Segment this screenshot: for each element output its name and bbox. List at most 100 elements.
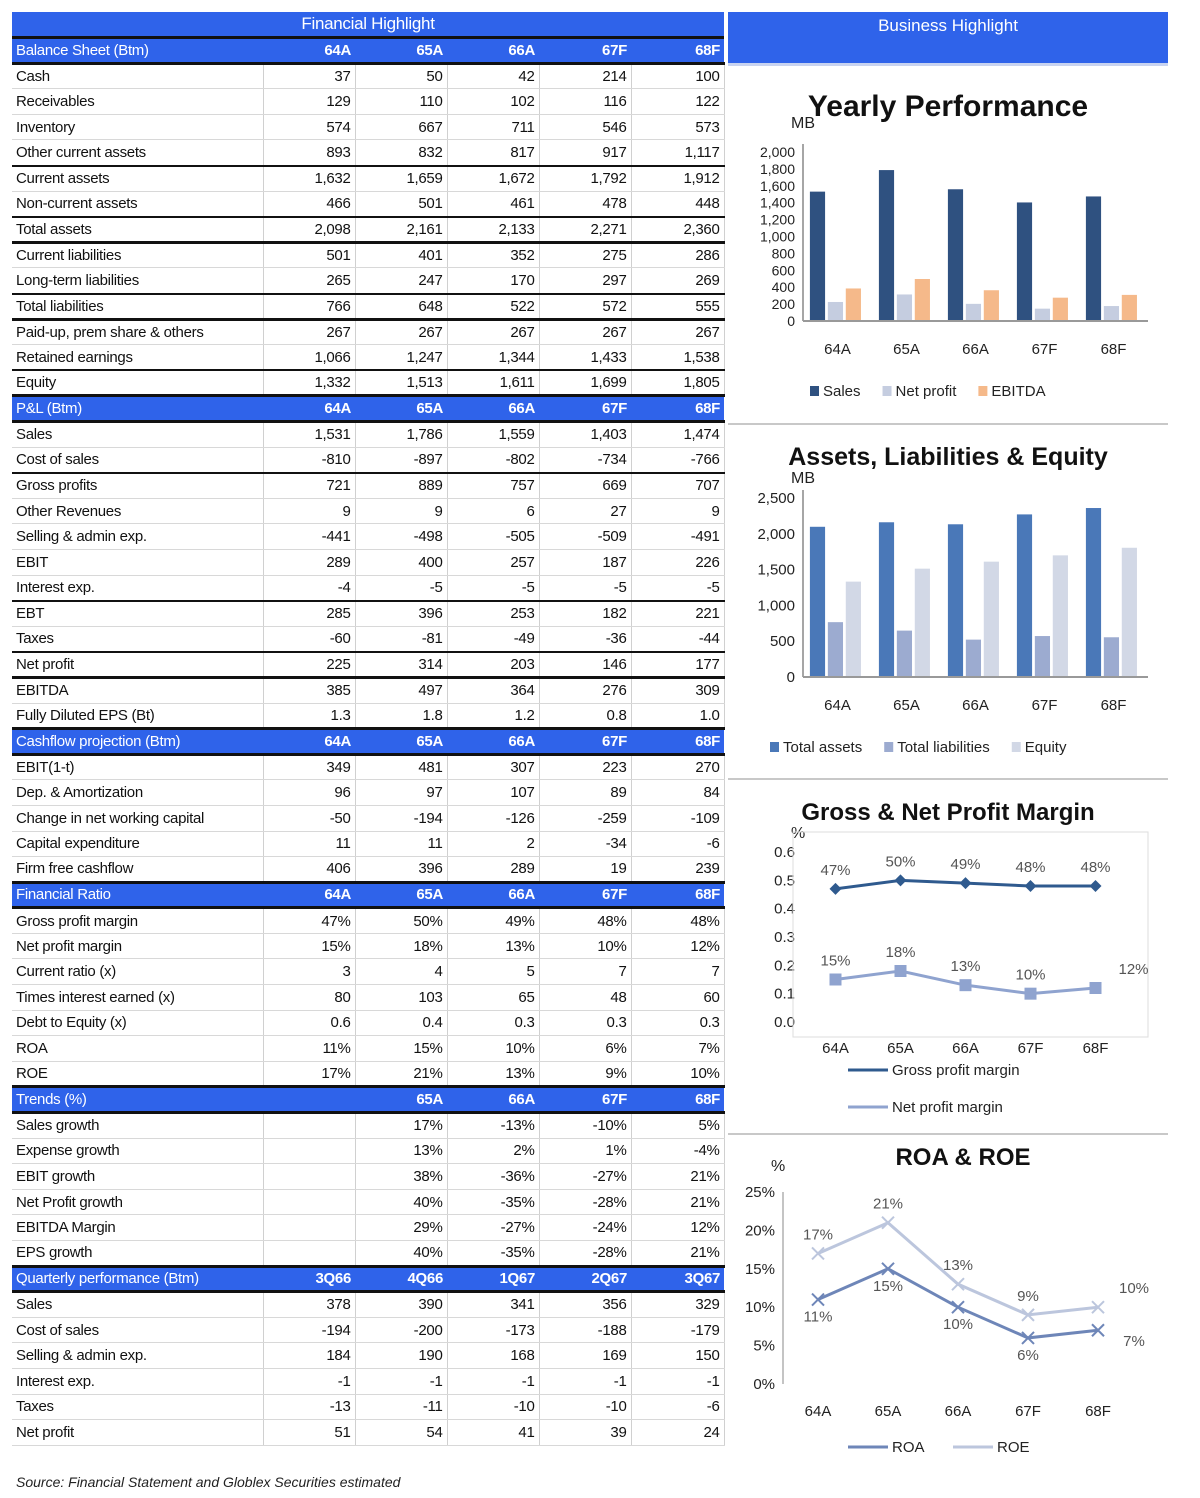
yearly-performance-chart: Yearly Performance MB 0 200 400 600 800 1,000 1,… <box>728 70 1168 425</box>
cell-value: 721 <box>263 472 356 499</box>
y-tick-label: 1,500 <box>757 562 795 579</box>
data-label: 17% <box>803 1226 833 1243</box>
data-label: 7% <box>1123 1333 1145 1350</box>
column-header: 64A <box>263 395 355 423</box>
cell-value: 1,433 <box>539 344 632 372</box>
cell-value: 396 <box>355 600 448 627</box>
legend-label: ROA <box>892 1439 925 1456</box>
table-row: Selling & admin exp. -441 -498 -505 -509 -491 <box>12 523 725 550</box>
x-tick-label: 67F <box>1018 1040 1044 1057</box>
bar-total-liabilities <box>965 639 982 677</box>
row-label: Cash <box>12 63 264 90</box>
cell-value: 501 <box>355 191 448 218</box>
plot-area <box>792 831 1149 1038</box>
cell-value: 1,344 <box>447 344 540 372</box>
cell-value: 1.8 <box>355 703 448 731</box>
cell-value: 203 <box>447 651 540 679</box>
row-label: Gross profit margin <box>12 907 264 934</box>
cell-value: -60 <box>263 626 356 653</box>
cell-value: 21% <box>631 1189 725 1216</box>
cell-value: 21% <box>631 1163 725 1190</box>
x-tick-label: 65A <box>893 697 920 714</box>
table-title: Financial Highlight <box>12 12 725 40</box>
column-header: 65A <box>355 37 447 65</box>
column-header: 67F <box>539 728 631 756</box>
cell-value: 276 <box>539 677 632 704</box>
cell-value: 17% <box>263 1061 356 1089</box>
cell-value: 15% <box>355 1035 448 1062</box>
source-note: Source: Financial Statement and Globlex … <box>16 1474 401 1490</box>
x-tick-label: 68F <box>1085 1403 1111 1420</box>
column-header: 65A <box>355 1086 447 1115</box>
y-tick-label: 0.1 <box>774 986 795 1003</box>
row-label: Gross profits <box>12 472 264 499</box>
cell-value: 10% <box>539 933 632 960</box>
cell-value: 13% <box>447 1061 540 1089</box>
y-tick-label: 1,800 <box>760 161 795 177</box>
legend-swatch <box>770 742 779 752</box>
cell-value: 0.3 <box>539 1010 632 1037</box>
bar-total-assets <box>809 526 826 677</box>
data-point <box>1091 1323 1105 1337</box>
y-tick-label: 1,400 <box>760 195 795 211</box>
data-point <box>951 1277 965 1291</box>
data-point <box>894 874 907 887</box>
y-axis-unit: MB <box>791 115 815 132</box>
cell-value: 573 <box>631 114 725 141</box>
cell-value: 1,559 <box>447 421 540 448</box>
bar-total-assets <box>1016 514 1033 677</box>
table-row: Net profit margin 15% 18% 13% 10% 12% <box>12 933 725 960</box>
cell-value <box>263 1214 356 1241</box>
y-tick-label: 1,000 <box>757 597 795 614</box>
cell-value: 396 <box>355 856 448 884</box>
cell-value: -28% <box>539 1240 632 1268</box>
legend-label: Total liabilities <box>897 739 990 756</box>
section-title: P&L (Btm) <box>12 395 263 423</box>
cell-value: -897 <box>355 447 448 474</box>
cell-value: 1,474 <box>631 421 725 448</box>
cell-value: 1,538 <box>631 344 725 372</box>
cell-value: -194 <box>355 805 448 832</box>
cell-value: 917 <box>539 139 632 167</box>
cell-value: 168 <box>447 1342 540 1369</box>
business-highlight-header: Business Highlight <box>728 12 1168 66</box>
table-row: Current assets 1,632 1,659 1,672 1,792 1,912 <box>12 165 725 192</box>
table-row: EBITDA 385 497 364 276 309 <box>12 677 725 704</box>
table-row: Capital expenditure 11 11 2 -34 -6 <box>12 831 725 858</box>
y-tick-label: 25% <box>745 1184 775 1201</box>
cell-value <box>263 1163 356 1190</box>
column-header: 66A <box>447 37 539 65</box>
cell-value: -11 <box>355 1394 448 1421</box>
cell-value: -49 <box>447 626 540 653</box>
legend-label: Net profit margin <box>892 1099 1003 1116</box>
cell-value: 1,403 <box>539 421 632 448</box>
data-point <box>1024 987 1037 1000</box>
cell-value: 48 <box>539 984 632 1011</box>
column-header: 68F <box>631 728 725 756</box>
cell-value: 757 <box>447 472 540 499</box>
table-row: Non-current assets 466 501 461 478 448 <box>12 191 725 218</box>
data-label: 49% <box>950 856 980 873</box>
data-label: 48% <box>1015 859 1045 876</box>
cell-value: -802 <box>447 447 540 474</box>
bar-ebitda <box>1121 294 1137 321</box>
table-row: Cost of sales -810 -897 -802 -734 -766 <box>12 447 725 474</box>
y-tick-label: 400 <box>772 279 796 295</box>
row-label: Capital expenditure <box>12 831 264 858</box>
bar-net-profit <box>827 301 844 321</box>
cell-value: 2,161 <box>355 216 448 244</box>
row-label: Net profit margin <box>12 933 264 960</box>
cell-value: 766 <box>263 293 356 321</box>
x-tick-label: 68F <box>1101 341 1127 358</box>
table-row: Net Profit growth 40% -35% -28% 21% <box>12 1189 725 1216</box>
cell-value: 48% <box>631 907 725 934</box>
bar-equity <box>1121 547 1137 677</box>
cell-value: 385 <box>263 677 356 704</box>
y-tick-label: 10% <box>745 1299 775 1316</box>
cell-value: 286 <box>631 242 725 269</box>
cell-value: -498 <box>355 523 448 550</box>
table-row: Taxes -60 -81 -49 -36 -44 <box>12 626 725 653</box>
cell-value: 223 <box>539 754 632 781</box>
column-header: 2Q67 <box>539 1266 631 1294</box>
cell-value: -36 <box>539 626 632 653</box>
